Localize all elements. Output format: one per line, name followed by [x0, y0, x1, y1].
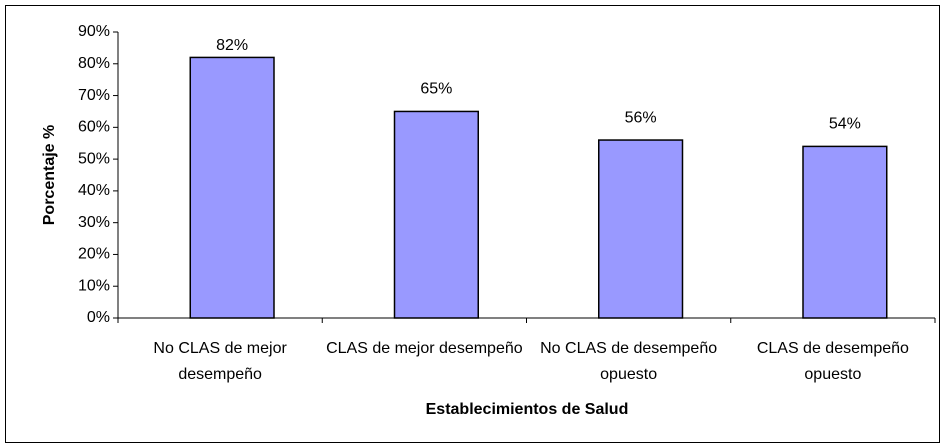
y-tick-label: 10%: [78, 277, 110, 294]
y-tick-label: 50%: [78, 150, 110, 167]
x-tick-label: No CLAS de mejor desempeño: [153, 340, 287, 383]
y-tick-label: 40%: [78, 182, 110, 199]
y-tick-label: 30%: [78, 214, 110, 231]
y-axis-title: Porcentaje %: [41, 125, 58, 225]
bar: [393, 110, 479, 319]
y-tick-label: 90%: [78, 23, 110, 40]
x-tick-label: No CLAS de desempeño opuesto: [540, 340, 718, 383]
y-tick-label: 20%: [78, 246, 110, 263]
y-tick-label: 0%: [87, 309, 110, 326]
x-axis-title: Establecimientos de Salud: [426, 401, 629, 418]
x-tick-label: CLAS de mejor desempeño: [326, 340, 523, 357]
x-tick-label: CLAS de desempeño opuesto: [756, 340, 909, 383]
value-label: 65%: [420, 81, 452, 98]
bar: [598, 139, 684, 319]
y-tick-label: 80%: [78, 55, 110, 72]
y-tick-label: 70%: [78, 87, 110, 104]
value-label: 54%: [829, 116, 861, 133]
value-label: 82%: [216, 37, 248, 54]
value-label: 56%: [625, 109, 657, 126]
bar: [802, 145, 888, 319]
bar: [189, 56, 275, 319]
y-tick-label: 60%: [78, 119, 110, 136]
